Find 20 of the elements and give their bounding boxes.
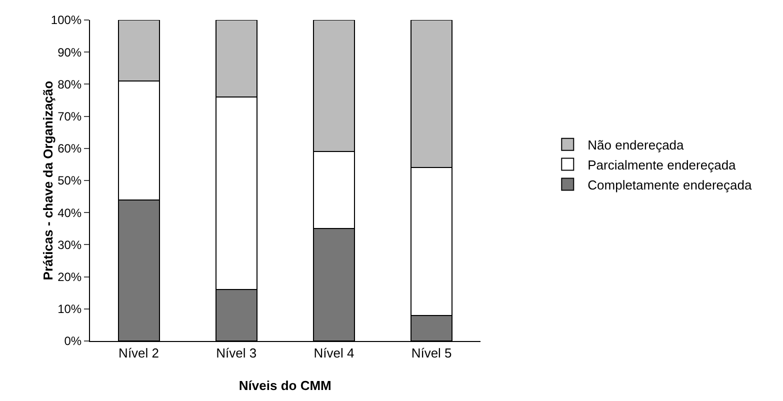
y-tick-label: 30% [58, 238, 82, 252]
legend-label: Não endereçada [588, 137, 685, 152]
legend-label: Parcialmente endereçada [588, 157, 737, 172]
y-tick-label: 40% [58, 206, 82, 220]
y-tick-label: 0% [64, 334, 82, 348]
y-tick-label: 100% [50, 13, 82, 28]
x-tick-label: Nível 5 [411, 346, 452, 361]
y-tick-label: 20% [58, 270, 82, 284]
y-tick-label: 60% [58, 142, 82, 156]
y-tick-label: 10% [58, 302, 82, 316]
x-axis-title: Níveis do CMM [238, 378, 332, 393]
x-tick-label: Nível 3 [216, 346, 257, 361]
x-tick-label: Nível 4 [314, 346, 354, 361]
y-axis-title: Práticas - chave da Organização [40, 80, 56, 280]
x-tick-label: Nível 2 [118, 346, 160, 361]
legend-label: Completamente endereçada [588, 177, 752, 192]
y-tick-label: 50% [58, 174, 82, 188]
y-tick-label: 80% [58, 77, 82, 92]
y-tick-label: 70% [58, 110, 82, 124]
y-tick-label: 90% [58, 45, 82, 60]
